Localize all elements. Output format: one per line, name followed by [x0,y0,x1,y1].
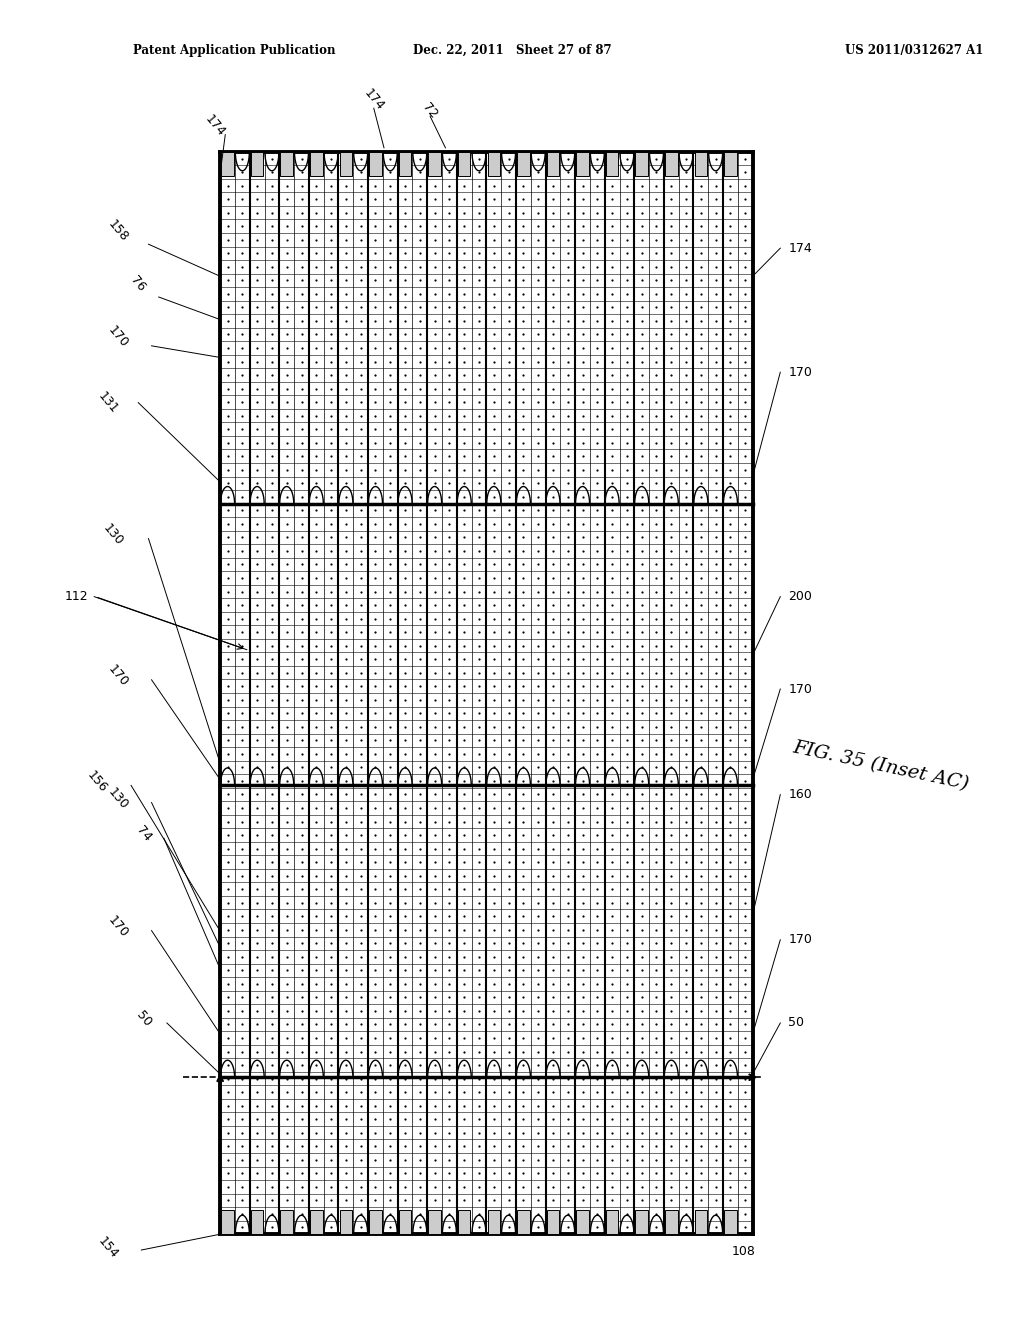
Text: 158: 158 [105,218,130,244]
Bar [458,152,470,176]
Text: Patent Application Publication: Patent Application Publication [133,44,336,57]
Bar [517,1210,529,1234]
Text: 74: 74 [133,824,154,845]
Text: Dec. 22, 2011   Sheet 27 of 87: Dec. 22, 2011 Sheet 27 of 87 [413,44,611,57]
Text: 130: 130 [100,521,125,548]
Bar [251,1210,263,1234]
Bar [251,152,263,176]
Bar [724,152,736,176]
Bar [310,1210,323,1234]
Text: 160: 160 [788,788,812,801]
Bar [665,152,678,176]
Bar [221,152,233,176]
Bar [370,1210,382,1234]
Text: 170: 170 [105,663,130,689]
Bar [398,152,412,176]
Bar [340,152,352,176]
Bar [724,1210,736,1234]
Text: 174: 174 [361,87,386,114]
Bar [636,152,648,176]
Text: US 2011/0312627 A1: US 2011/0312627 A1 [845,44,983,57]
Bar [370,152,382,176]
Bar [310,152,323,176]
Text: 76: 76 [128,273,148,294]
Bar [665,1210,678,1234]
Bar [547,152,559,176]
Bar [694,1210,708,1234]
Bar [547,1210,559,1234]
Bar [428,1210,441,1234]
Text: 170: 170 [788,366,812,379]
Bar [281,152,293,176]
Bar [340,1210,352,1234]
Text: 131: 131 [95,389,120,416]
Text: 112: 112 [65,590,89,603]
Bar [458,1210,470,1234]
Bar [636,1210,648,1234]
Text: 50: 50 [788,1016,805,1030]
Text: 170: 170 [105,323,130,350]
Text: 200: 200 [788,590,812,603]
Bar [577,1210,589,1234]
Text: 108: 108 [732,1245,756,1258]
Text: 170: 170 [105,913,130,940]
Text: 50: 50 [133,1008,154,1030]
Bar [281,1210,293,1234]
Text: FIG. 35 (Inset AC): FIG. 35 (Inset AC) [791,738,971,793]
Bar [694,152,708,176]
Text: 174: 174 [203,112,227,139]
Bar [487,152,500,176]
Bar [428,152,441,176]
Text: 156: 156 [85,768,110,795]
Text: 174: 174 [788,242,812,255]
Text: 170: 170 [788,682,812,696]
Bar [487,1210,500,1234]
Bar [577,152,589,176]
Bar [220,152,753,1234]
Bar [517,152,529,176]
Bar [221,1210,233,1234]
Bar [606,152,618,176]
Text: 130: 130 [105,785,130,812]
Bar [398,1210,412,1234]
Text: 170: 170 [788,933,812,946]
Bar [606,1210,618,1234]
Text: 72: 72 [420,100,440,121]
Text: 154: 154 [95,1234,120,1261]
